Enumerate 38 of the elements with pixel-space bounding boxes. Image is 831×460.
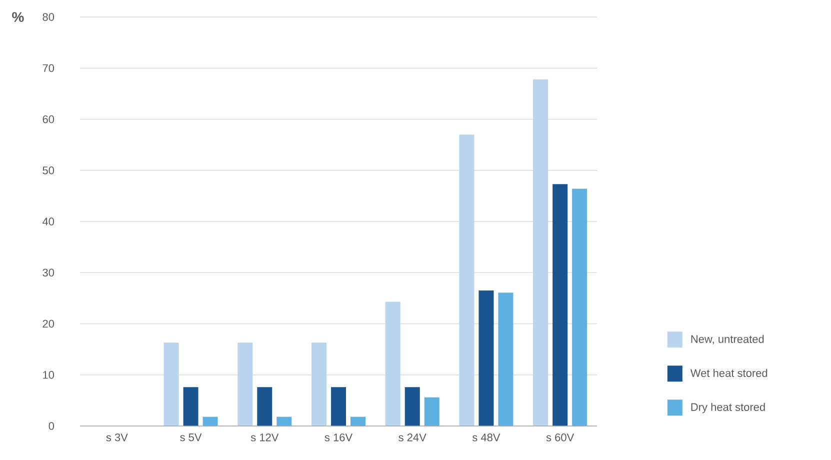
y-tick-label: 20 <box>42 320 54 328</box>
bar <box>478 290 494 426</box>
bar <box>257 387 272 426</box>
y-axis-title: % <box>12 12 24 22</box>
legend-label: New, untreated <box>691 334 764 344</box>
bar <box>276 416 292 426</box>
y-tick-label: 50 <box>42 166 54 174</box>
bar <box>552 184 568 426</box>
y-tick-label: 30 <box>42 268 54 277</box>
y-tick-label: 80 <box>42 13 54 21</box>
bar <box>164 342 179 426</box>
legend-label: Dry heat stored <box>691 402 765 414</box>
bar <box>572 188 588 426</box>
x-tick-label: s 5V <box>180 434 202 442</box>
x-tick-label: s 60V <box>546 434 574 442</box>
bar <box>183 387 198 426</box>
bar <box>238 342 253 426</box>
bar <box>350 416 366 426</box>
x-tick-label: s 24V <box>398 434 426 442</box>
y-tick-label: 40 <box>42 218 54 226</box>
x-tick-label: s 12V <box>250 434 279 442</box>
bar <box>331 387 346 426</box>
bar <box>404 387 420 426</box>
y-tick-label: 60 <box>42 115 54 124</box>
bar <box>202 416 218 426</box>
y-tick-label: 70 <box>42 64 54 72</box>
bar <box>459 134 474 426</box>
x-tick-label: s 48V <box>472 434 500 442</box>
bar <box>312 342 326 426</box>
bar <box>424 397 440 426</box>
bar <box>533 79 548 426</box>
legend-label: Wet heat stored <box>690 368 768 377</box>
x-tick-label: s 16V <box>324 434 352 442</box>
bar <box>498 292 514 426</box>
bar <box>385 302 400 426</box>
x-tick-label: s 3V <box>106 434 128 442</box>
y-tick-label: 10 <box>43 370 54 379</box>
y-tick-label: 0 <box>48 422 54 430</box>
